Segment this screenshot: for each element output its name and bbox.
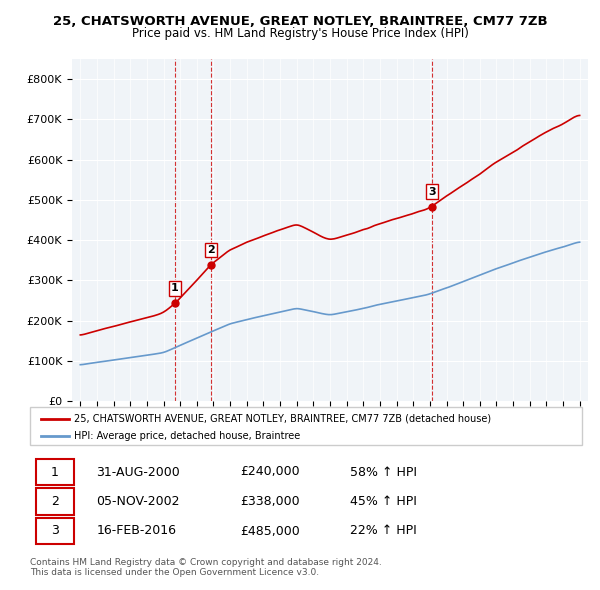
Text: £338,000: £338,000 [240,495,299,508]
Text: 3: 3 [428,186,436,196]
FancyBboxPatch shape [30,407,582,445]
Text: 1: 1 [171,283,179,293]
Text: 45% ↑ HPI: 45% ↑ HPI [350,495,417,508]
Text: 22% ↑ HPI: 22% ↑ HPI [350,525,417,537]
Text: Contains HM Land Registry data © Crown copyright and database right 2024.
This d: Contains HM Land Registry data © Crown c… [30,558,382,577]
Text: 25, CHATSWORTH AVENUE, GREAT NOTLEY, BRAINTREE, CM77 7ZB (detached house): 25, CHATSWORTH AVENUE, GREAT NOTLEY, BRA… [74,414,491,424]
Text: Price paid vs. HM Land Registry's House Price Index (HPI): Price paid vs. HM Land Registry's House … [131,27,469,40]
Text: 1: 1 [51,466,59,478]
FancyBboxPatch shape [35,517,74,545]
Text: 05-NOV-2002: 05-NOV-2002 [96,495,180,508]
Text: 2: 2 [207,245,215,255]
Text: 3: 3 [51,525,59,537]
FancyBboxPatch shape [35,488,74,515]
Text: £485,000: £485,000 [240,525,299,537]
Text: 2: 2 [51,495,59,508]
Text: 16-FEB-2016: 16-FEB-2016 [96,525,176,537]
FancyBboxPatch shape [35,458,74,486]
Text: £240,000: £240,000 [240,466,299,478]
Text: 31-AUG-2000: 31-AUG-2000 [96,466,180,478]
Text: 58% ↑ HPI: 58% ↑ HPI [350,466,417,478]
Text: 25, CHATSWORTH AVENUE, GREAT NOTLEY, BRAINTREE, CM77 7ZB: 25, CHATSWORTH AVENUE, GREAT NOTLEY, BRA… [53,15,547,28]
Text: HPI: Average price, detached house, Braintree: HPI: Average price, detached house, Brai… [74,431,301,441]
